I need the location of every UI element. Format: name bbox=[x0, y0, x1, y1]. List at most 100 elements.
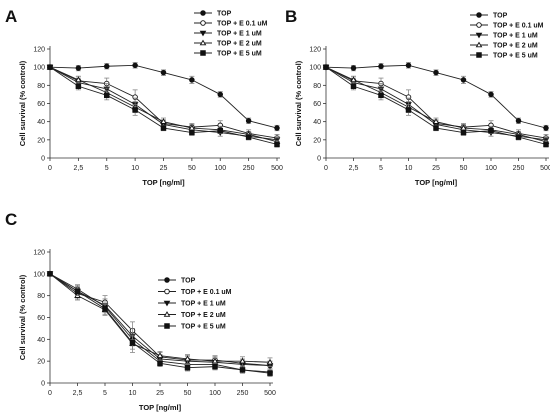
data-point bbox=[156, 352, 164, 358]
legend-marker bbox=[476, 12, 482, 18]
data-point bbox=[378, 63, 384, 70]
y-tick-label: 100 bbox=[309, 65, 321, 72]
legend-marker bbox=[164, 277, 170, 283]
legend-label: TOP + E 2 uM bbox=[181, 312, 226, 319]
data-point bbox=[129, 339, 136, 346]
data-point bbox=[157, 360, 163, 367]
legend-marker bbox=[200, 20, 206, 26]
data-point bbox=[245, 134, 252, 140]
y-tick-label: 0 bbox=[41, 381, 45, 388]
legend-marker bbox=[476, 22, 482, 28]
legend: TOP TOP + E 0.1 uM TOP + E 1 uM TOP + E 2 u… bbox=[470, 12, 544, 60]
data-point bbox=[515, 118, 522, 124]
data-point bbox=[189, 129, 195, 136]
series-3 bbox=[46, 64, 281, 144]
y-tick-label: 40 bbox=[37, 337, 45, 344]
x-tick-label: 5 bbox=[103, 390, 107, 397]
y-tick-label: 100 bbox=[33, 271, 45, 278]
x-tick-label: 250 bbox=[513, 165, 525, 172]
data-point bbox=[47, 271, 53, 277]
data-point bbox=[274, 125, 280, 131]
legend: TOP TOP + E 0.1 uM TOP + E 1 uM TOP + E 2 u… bbox=[194, 10, 268, 58]
y-tick-label: 20 bbox=[37, 359, 45, 366]
legend-label: TOP + E 0.1 uM bbox=[217, 21, 268, 28]
panel-label: C bbox=[5, 210, 17, 229]
y-tick-label: 100 bbox=[33, 65, 45, 72]
legend-label: TOP + E 0.1 uM bbox=[181, 289, 232, 296]
series-4 bbox=[46, 270, 274, 367]
data-point bbox=[189, 77, 195, 83]
x-tick-label: 25 bbox=[160, 165, 168, 172]
legend-marker bbox=[163, 300, 171, 307]
y-tick-label: 20 bbox=[313, 137, 321, 144]
legend-marker bbox=[199, 39, 207, 46]
x-tick-label: 500 bbox=[271, 165, 283, 172]
legend-label: TOP + E 2 uM bbox=[217, 41, 262, 48]
x-tick-label: 250 bbox=[243, 165, 255, 172]
legend-label: TOP + E 2 uM bbox=[493, 43, 538, 50]
data-point bbox=[75, 76, 82, 83]
data-point bbox=[350, 65, 357, 71]
series-5 bbox=[47, 271, 273, 377]
data-point bbox=[405, 62, 412, 69]
y-tick-label: 60 bbox=[313, 101, 321, 108]
legend-marker bbox=[475, 41, 483, 48]
x-tick-label: 10 bbox=[131, 165, 139, 172]
data-point bbox=[378, 92, 384, 99]
data-point bbox=[274, 141, 280, 148]
x-tick-label: 5 bbox=[379, 165, 383, 172]
series-line bbox=[325, 66, 547, 145]
x-axis-title: TOP [ng/ml] bbox=[415, 178, 458, 187]
x-tick-label: 0 bbox=[48, 165, 52, 172]
series-1 bbox=[323, 62, 549, 132]
x-tick-label: 10 bbox=[405, 165, 413, 172]
x-tick-label: 2,5 bbox=[74, 165, 84, 172]
data-point bbox=[103, 92, 110, 99]
legend: TOP TOP + E 0.1 uM TOP + E 1 uM TOP + E 2 u… bbox=[158, 277, 232, 331]
x-tick-label: 10 bbox=[129, 390, 137, 397]
data-point bbox=[217, 91, 223, 98]
legend-label: TOP bbox=[181, 278, 196, 285]
series-3 bbox=[322, 64, 550, 144]
data-point bbox=[488, 127, 494, 134]
legend-label: TOP + E 0.1 uM bbox=[493, 23, 544, 30]
data-point bbox=[47, 64, 53, 70]
x-tick-label: 5 bbox=[105, 165, 109, 172]
data-point bbox=[184, 364, 191, 371]
legend-label: TOP + E 5 uM bbox=[217, 51, 262, 58]
x-tick-label: 500 bbox=[540, 165, 550, 172]
legend-marker bbox=[476, 52, 482, 58]
panel-c: C 0 20 40 60 80 100 120 0 2,5 5 10 25 50 100 250 500 TOP … bbox=[5, 210, 276, 412]
y-axis-title: Cell survival (% control) bbox=[294, 60, 303, 146]
x-tick-label: 250 bbox=[237, 390, 249, 397]
legend-label: TOP bbox=[493, 13, 508, 20]
x-tick-label: 100 bbox=[214, 165, 226, 172]
data-point bbox=[488, 91, 494, 98]
legend-marker bbox=[164, 288, 170, 295]
series-5 bbox=[323, 64, 549, 148]
x-tick-label: 2,5 bbox=[349, 165, 359, 172]
y-tick-label: 40 bbox=[313, 119, 321, 126]
data-point bbox=[239, 367, 246, 373]
legend-label: TOP + E 5 uM bbox=[493, 53, 538, 60]
data-point bbox=[239, 357, 246, 364]
x-tick-label: 25 bbox=[432, 165, 440, 172]
y-tick-label: 80 bbox=[313, 83, 321, 90]
data-point bbox=[102, 306, 108, 312]
data-point bbox=[266, 358, 274, 365]
x-tick-label: 100 bbox=[209, 390, 221, 397]
panel-label: A bbox=[5, 7, 17, 26]
data-point bbox=[74, 288, 81, 295]
legend-marker bbox=[163, 311, 171, 317]
data-point bbox=[350, 76, 357, 83]
x-axis-title: TOP [ng/ml] bbox=[142, 178, 185, 187]
data-point bbox=[103, 63, 110, 70]
data-point bbox=[515, 134, 522, 140]
data-point bbox=[245, 118, 252, 124]
y-tick-label: 120 bbox=[309, 47, 321, 54]
data-point bbox=[160, 118, 167, 124]
legend-marker bbox=[200, 50, 206, 56]
y-tick-label: 0 bbox=[317, 156, 321, 163]
x-tick-label: 500 bbox=[264, 390, 276, 397]
